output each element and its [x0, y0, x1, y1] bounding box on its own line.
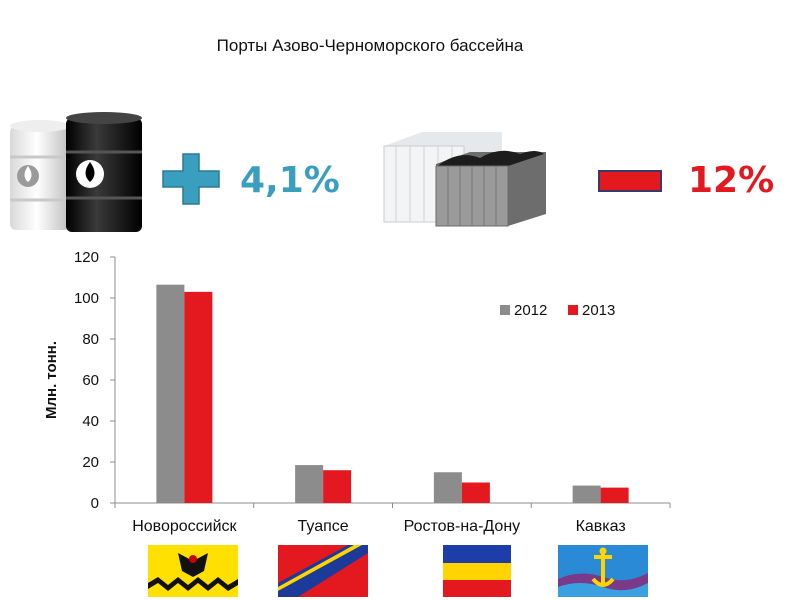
bar-2012-1	[295, 465, 324, 503]
bar-2013-2	[461, 482, 490, 503]
novorossiysk-coat-icon	[148, 545, 238, 597]
y-tick-label: 0	[91, 495, 99, 512]
bar-chart: 0 20 40 60 80 100 120 Млн. тонн. Новороссийск Туа…	[40, 245, 690, 545]
y-tick-label: 120	[74, 249, 99, 266]
x-tick-label: Ростов-на-Дону	[404, 518, 521, 535]
x-tick-label: Туапсе	[298, 518, 349, 535]
y-tick-label: 100	[74, 290, 99, 307]
legend-label-2012: 2012	[514, 302, 547, 319]
bar-2013-0	[184, 291, 213, 503]
bar-2012-0	[156, 284, 185, 503]
page-title: Порты Азово-Черноморского бассейна	[216, 36, 524, 55]
y-tick-label: 60	[82, 372, 99, 389]
rostov-flag-icon	[435, 545, 511, 597]
y-axis-label: Млн. тонн.	[43, 341, 60, 419]
tuapse-flag-icon	[278, 545, 368, 597]
minus-icon	[598, 170, 662, 192]
bar-2012-3	[572, 485, 601, 503]
legend-label-2013: 2013	[582, 302, 615, 319]
x-tick-label: Кавказ	[576, 518, 626, 535]
oil-change-value: 4,1%	[240, 160, 340, 201]
legend-swatch-2013	[568, 305, 578, 315]
chart-svg: 0 20 40 60 80 100 120 Млн. тонн. Новороссийск Туа…	[43, 249, 671, 535]
coal-change-value: 12%	[688, 160, 775, 201]
bar-2013-1	[323, 470, 352, 503]
coal-containers-icon	[383, 132, 546, 227]
y-tick-label: 20	[82, 454, 99, 471]
plus-icon	[162, 153, 220, 205]
x-tick-label: Новороссийск	[132, 518, 237, 535]
bar-2012-2	[433, 472, 462, 503]
y-tick-label: 40	[82, 413, 99, 430]
oil-barrels-icon	[10, 112, 142, 232]
kavkaz-flag-icon	[558, 545, 648, 597]
legend-swatch-2012	[500, 305, 510, 315]
y-tick-label: 80	[82, 331, 99, 348]
bar-2013-3	[600, 487, 629, 503]
